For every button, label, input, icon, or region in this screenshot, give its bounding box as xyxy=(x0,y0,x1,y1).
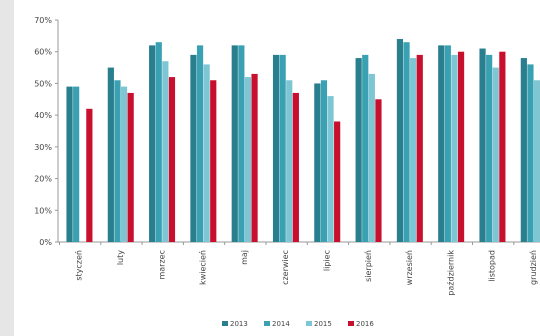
bar-2016-2 xyxy=(168,77,176,242)
bar-2014-11 xyxy=(527,64,534,243)
category-label: marzec xyxy=(157,250,166,280)
category-label: luty xyxy=(116,250,125,265)
bar-2014-2 xyxy=(155,42,162,243)
bar-2013-7 xyxy=(355,58,362,243)
category-label: sierpień xyxy=(364,250,373,282)
bar-2014-0 xyxy=(73,86,80,242)
legend-swatch-2015 xyxy=(306,321,312,326)
y-tick-labels: 0% 10% 20% 30% 40% 50% 60% 70% xyxy=(34,16,52,247)
y-tick-label: 60% xyxy=(34,48,52,57)
bars xyxy=(66,39,540,243)
bar-2015-2 xyxy=(162,61,169,243)
bar-2016-1 xyxy=(127,92,134,242)
category-label: maj xyxy=(240,250,249,265)
bar-2015-5 xyxy=(286,80,293,242)
bar-2013-11 xyxy=(520,58,527,243)
y-tick-label: 50% xyxy=(34,79,52,88)
y-tick-label: 10% xyxy=(34,206,52,215)
bar-2013-0 xyxy=(66,86,73,242)
bar-2015-3 xyxy=(203,64,210,243)
category-label: październik xyxy=(446,250,455,296)
bar-2016-10 xyxy=(499,51,506,243)
bar-2016-0 xyxy=(86,108,93,242)
bar-2013-5 xyxy=(272,54,280,242)
bar-2016-9 xyxy=(457,51,465,243)
bar-2015-9 xyxy=(451,54,458,242)
bar-2013-9 xyxy=(438,45,445,243)
bar-2014-8 xyxy=(403,42,410,243)
y-tick-label: 30% xyxy=(34,143,52,152)
bar-2015-8 xyxy=(410,58,417,243)
legend-swatch-2013 xyxy=(222,321,228,326)
bar-2014-6 xyxy=(320,80,328,242)
bar-2014-5 xyxy=(279,54,286,242)
bar-2015-11 xyxy=(533,80,540,242)
bar-2013-8 xyxy=(396,39,404,242)
category-label: czerwiec xyxy=(281,250,290,285)
legend-label-2014: 2014 xyxy=(272,320,290,328)
category-label: wrzesień xyxy=(405,250,414,285)
bar-2016-3 xyxy=(210,80,217,242)
bar-2014-3 xyxy=(196,45,204,243)
bar-2016-5 xyxy=(292,92,299,242)
legend-swatch-2016 xyxy=(348,321,354,326)
y-tick-label: 20% xyxy=(34,175,52,184)
category-label: grudzień xyxy=(529,250,538,285)
bar-2015-4 xyxy=(244,77,252,242)
y-tick-label: 0% xyxy=(39,238,52,247)
legend-label-2013: 2013 xyxy=(230,320,248,328)
bar-2016-7 xyxy=(375,99,382,242)
bar-2016-8 xyxy=(416,54,423,242)
category-label: lipiec xyxy=(322,250,331,271)
bar-2013-2 xyxy=(149,45,156,243)
y-tick-label: 40% xyxy=(34,111,52,120)
bar-2014-9 xyxy=(444,45,451,243)
bar-2014-7 xyxy=(362,54,369,242)
bar-2013-3 xyxy=(190,54,197,242)
chart-frame: 0% 10% 20% 30% 40% 50% 60% 70% styczeń luty marze… xyxy=(14,0,540,336)
y-tick-label: 70% xyxy=(34,16,52,25)
bar-2015-1 xyxy=(120,86,128,242)
category-labels: styczeń luty marzec kwiecień maj czerwiec lipi… xyxy=(75,250,538,296)
legend-swatch-2014 xyxy=(264,321,270,326)
bar-2015-7 xyxy=(368,73,375,242)
legend-label-2015: 2015 xyxy=(314,320,332,328)
bar-2014-10 xyxy=(486,54,493,242)
bar-2013-1 xyxy=(107,67,114,242)
bar-2013-4 xyxy=(231,45,238,243)
bar-2013-10 xyxy=(479,48,486,242)
bar-2016-4 xyxy=(251,73,258,242)
bar-2013-6 xyxy=(314,83,321,243)
bar-2014-1 xyxy=(114,80,121,242)
category-label: kwiecień xyxy=(199,250,208,285)
category-label: listopad xyxy=(488,250,497,282)
bar-2015-6 xyxy=(327,96,334,242)
bar-2016-6 xyxy=(334,121,341,242)
category-label: styczeń xyxy=(75,250,84,281)
bar-chart: 0% 10% 20% 30% 40% 50% 60% 70% styczeń luty marze… xyxy=(34,16,540,328)
legend: 2013 2014 2015 2016 xyxy=(222,320,374,328)
bar-2014-4 xyxy=(238,45,245,243)
bar-2015-10 xyxy=(492,67,499,242)
legend-label-2016: 2016 xyxy=(356,320,374,328)
